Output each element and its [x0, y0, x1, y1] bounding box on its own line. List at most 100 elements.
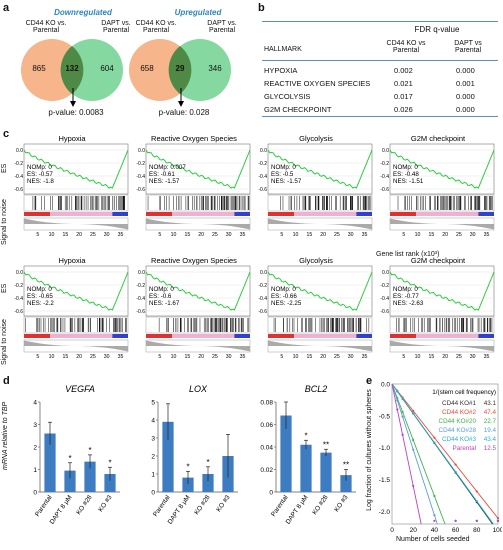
gsea-nes: NES: -1.57 — [271, 178, 302, 185]
lda-ytick: -1.0 — [379, 445, 391, 452]
lda-ytick: -0.5 — [379, 413, 391, 420]
bar — [182, 477, 194, 492]
gsea-xtick: 5 — [280, 232, 283, 238]
gsea-xtick: 15 — [184, 354, 190, 360]
rank-colorbar — [268, 334, 372, 338]
lda-legend-freq: 43.1 — [484, 400, 497, 407]
gsea-xtick: 35 — [362, 232, 368, 238]
gsea-es: ES: -0.66 — [271, 293, 297, 300]
lda-xtick: 100 — [493, 527, 502, 534]
es-curve — [145, 149, 251, 189]
gsea-xtick: 10 — [49, 354, 55, 360]
gsea-xtick: 5 — [36, 354, 39, 360]
bar — [300, 444, 312, 492]
gsea-xtick: 20 — [198, 232, 204, 238]
es-ytick: -0.2 — [380, 283, 389, 289]
es-curve — [267, 271, 373, 311]
bar-category-label: Parental — [152, 494, 172, 518]
es-label-row1: ES — [1, 163, 8, 173]
bar-category-label: KO #3 — [333, 494, 350, 513]
es-ytick: -0.2 — [258, 161, 267, 167]
es-ytick: 0.0 — [382, 270, 389, 276]
es-curve — [389, 149, 495, 189]
venn2-right-count: 346 — [208, 64, 222, 73]
signal-curve — [24, 218, 128, 230]
venn1-left-label: CD44 KO vs. Parental — [25, 20, 67, 34]
bar-category-label: KO #28 — [75, 494, 94, 516]
es-ytick: -0.4 — [14, 296, 23, 302]
bar-ytick: 4 — [33, 400, 37, 407]
venn1-right-label: DAPT vs. Parental — [101, 20, 131, 34]
es-ytick: -0.2 — [14, 161, 23, 167]
lda-point — [433, 519, 436, 522]
gsea-xtick: 25 — [90, 354, 96, 360]
rank-colorbar — [390, 212, 494, 216]
venn1-arrow — [70, 88, 76, 107]
gsea-nomp: NOMp: 0 — [27, 286, 52, 293]
lda-fit-line — [391, 383, 446, 525]
bar — [340, 475, 352, 492]
lda-legend-title: 1/(stem cell frequency) — [432, 389, 496, 396]
lda-point — [496, 519, 500, 522]
es-ytick: -0.6 — [258, 309, 267, 315]
gsea-xtick: 20 — [442, 354, 448, 360]
lda-point — [396, 390, 399, 393]
gsea-es: ES: -0.5 — [271, 171, 294, 178]
rank-colorbar — [146, 334, 250, 338]
gsea-es: ES: -0.48 — [393, 171, 419, 178]
gsea-xtick: 35 — [118, 354, 124, 360]
bar — [202, 474, 214, 492]
gsea-xtick: 15 — [306, 232, 312, 238]
signal-curve — [268, 340, 372, 352]
es-ytick: 0.0 — [138, 148, 145, 154]
gsea-xtick: 30 — [226, 232, 232, 238]
gsea-xtick: 15 — [62, 354, 68, 360]
gsea-nomp: NOMp: 0 — [271, 286, 296, 293]
lda-legend-name: CD44 KO#2 — [442, 409, 476, 416]
venn1-overlap-count: 132 — [65, 64, 79, 73]
gsea-xtick: 30 — [470, 232, 476, 238]
bar-ytick: 0 — [151, 490, 155, 497]
es-ytick: -0.6 — [14, 309, 23, 315]
gsea-nes: NES: -2.2 — [27, 300, 54, 307]
gsea-nomp: NOMp: 0.007 — [149, 164, 186, 171]
lda-legend-freq: 22.7 — [484, 418, 497, 425]
es-frame — [389, 143, 495, 195]
gsea-xtick: 30 — [348, 232, 354, 238]
signal-curve — [390, 340, 494, 352]
gsea-plot: Glycolysis 0.0 -0.2 -0.4 -0.6 NOMp: 0ES: -0.5… — [258, 134, 373, 238]
es-ytick: -0.4 — [380, 174, 389, 180]
gsea-xtick: 10 — [293, 232, 299, 238]
gsea-nomp: NOMp: 0 — [27, 164, 52, 171]
bar-category-label: Parental — [270, 494, 290, 518]
gsea-xtick: 5 — [402, 354, 405, 360]
lda-point — [454, 519, 457, 522]
bar-ytick: 0 — [269, 490, 273, 497]
gsea-plot: G2M checkpoint 0.0 -0.2 -0.4 -0.6 NOMp: 0ES: … — [380, 256, 495, 360]
panel-e-ylabel: Log fraction of cultures without spheres — [366, 389, 373, 511]
bar-ytick: 2 — [151, 454, 155, 461]
bar-ytick: 0.02 — [260, 467, 273, 474]
gsea-xtick: 10 — [171, 232, 177, 238]
rank-colorbar-red — [268, 212, 294, 216]
panel-d-letter: d — [3, 375, 10, 387]
significance-mark: ** — [323, 440, 329, 449]
gsea-nes: NES: -2.63 — [393, 300, 424, 307]
gsea-xtick: 5 — [36, 232, 39, 238]
es-frame — [389, 265, 495, 317]
gsea-xtick: 25 — [456, 354, 462, 360]
table-cell-v1: 0.026 — [394, 105, 413, 114]
gsea-nes: NES: -2.25 — [271, 300, 302, 307]
signal-curve — [146, 340, 250, 352]
panel-b-table: FDR q-value HALLMARK CD44 KO vs Parental… — [262, 12, 498, 122]
rank-colorbar-blue — [234, 212, 250, 216]
gsea-nomp: NOMp: 0 — [393, 164, 418, 171]
gsea-nes: NES: -1.51 — [393, 178, 424, 185]
gsea-es: ES: -0.57 — [27, 171, 53, 178]
venn1-diagram — [21, 39, 123, 101]
lda-xtick: 0 — [390, 527, 394, 534]
gsea-xtick: 25 — [212, 232, 218, 238]
table-bottom-rule — [262, 116, 498, 117]
gsea-nes: NES: -1.8 — [27, 178, 54, 185]
